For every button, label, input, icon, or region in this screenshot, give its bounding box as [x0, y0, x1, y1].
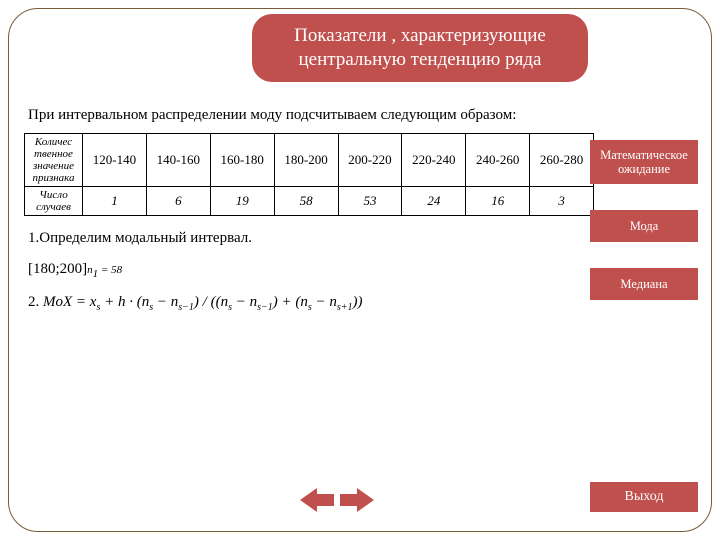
table-cell: 220-240: [402, 133, 466, 186]
table-cell: 180-200: [274, 133, 338, 186]
expectation-button[interactable]: Математическое ожидание: [590, 140, 698, 184]
button-label: Медиана: [620, 277, 667, 291]
table-cell: 3: [530, 187, 594, 216]
table-cell: 260-280: [530, 133, 594, 186]
row-header: Число случаев: [25, 187, 83, 216]
step-2-label: 2.: [28, 294, 39, 310]
button-label: Мода: [630, 219, 659, 233]
slide-title-text: Показатели , характеризующие центральную…: [266, 24, 574, 72]
table-cell: 140-160: [146, 133, 210, 186]
slide-title: Показатели , характеризующие центральную…: [252, 14, 588, 82]
interval-note-eq: = 58: [98, 264, 122, 276]
table-cell: 53: [338, 187, 402, 216]
table-cell: 16: [466, 187, 530, 216]
step-2: 2. MoX = xs + h · (ns − ns−1) / ((ns − n…: [28, 294, 598, 313]
mode-button[interactable]: Мода: [590, 210, 698, 242]
button-label: Выход: [625, 489, 664, 505]
table-cell: 24: [402, 187, 466, 216]
frequency-table: Количес твенное значение признака 120-14…: [24, 133, 594, 217]
table-cell: 200-220: [338, 133, 402, 186]
arrow-right-icon[interactable]: [340, 486, 374, 514]
nav-arrows: [300, 486, 374, 514]
table-cell: 19: [210, 187, 274, 216]
table-cell: 1: [83, 187, 147, 216]
interval-bracket: [180;200]: [28, 261, 87, 277]
table-cell: 160-180: [210, 133, 274, 186]
table-row: Число случаев 1 6 19 58 53 24 16 3: [25, 187, 594, 216]
median-button[interactable]: Медиана: [590, 268, 698, 300]
button-label: Математическое ожидание: [594, 148, 694, 177]
table-cell: 120-140: [83, 133, 147, 186]
intro-text: При интервальном распределении моду подс…: [28, 106, 598, 125]
step-1-text: 1.Определим модальный интервал.: [28, 230, 598, 247]
table-cell: 6: [146, 187, 210, 216]
exit-button[interactable]: Выход: [590, 482, 698, 512]
table-cell: 58: [274, 187, 338, 216]
content-area: При интервальном распределении моду подс…: [24, 106, 598, 313]
table-row: Количес твенное значение признака 120-14…: [25, 133, 594, 186]
arrow-left-icon[interactable]: [300, 486, 334, 514]
row-header: Количес твенное значение признака: [25, 133, 83, 186]
mode-formula: MoX = xs + h · (ns − ns−1) / ((ns − ns−1…: [43, 294, 363, 310]
modal-interval: [180;200]n1 = 58: [28, 261, 598, 280]
table-cell: 240-260: [466, 133, 530, 186]
